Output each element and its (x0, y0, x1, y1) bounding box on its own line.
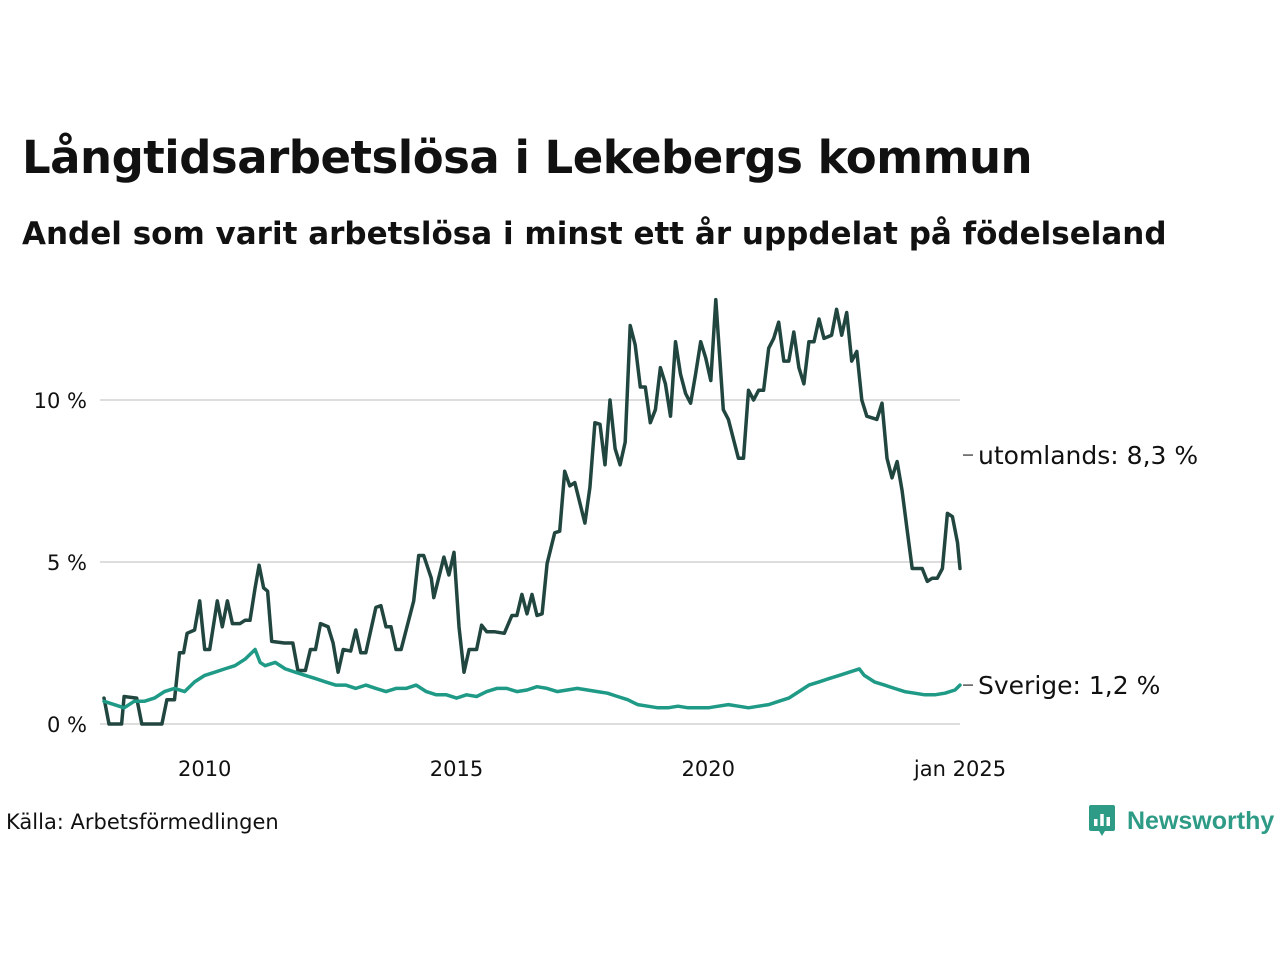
end-label-sverige: Sverige: 1,2 % (978, 671, 1160, 700)
x-axis-tick-labels: 2010 2015 2020 jan 2025 (178, 757, 1006, 781)
series-line-sverige (102, 647, 962, 710)
x-tick-label: jan 2025 (913, 757, 1006, 781)
chart-subtitle: Andel som varit arbetslösa i minst ett å… (22, 216, 1167, 252)
x-tick-label: 2010 (178, 757, 231, 781)
source-note: Källa: Arbetsförmedlingen (6, 810, 279, 834)
y-tick-label: 5 % (47, 551, 87, 575)
y-axis-tick-labels: 0 % 5 % 10 % (34, 389, 87, 737)
series-line-utomlands (102, 297, 962, 726)
gridlines (100, 399, 960, 725)
series-lines (102, 297, 962, 726)
bar-chart-speech-bubble-icon (1089, 805, 1115, 836)
series-end-labels: utomlands: 8,3 % Sverige: 1,2 % (963, 441, 1198, 700)
y-tick-label: 10 % (34, 389, 87, 413)
end-label-utomlands: utomlands: 8,3 % (978, 441, 1198, 470)
brand-name: Newsworthy (1127, 806, 1275, 835)
chart-title: Långtidsarbetslösa i Lekebergs kommun (22, 131, 1033, 184)
x-tick-label: 2020 (682, 757, 735, 781)
y-tick-label: 0 % (47, 713, 87, 737)
brand-logo[interactable]: Newsworthy (1088, 804, 1274, 838)
x-tick-label: 2015 (430, 757, 483, 781)
